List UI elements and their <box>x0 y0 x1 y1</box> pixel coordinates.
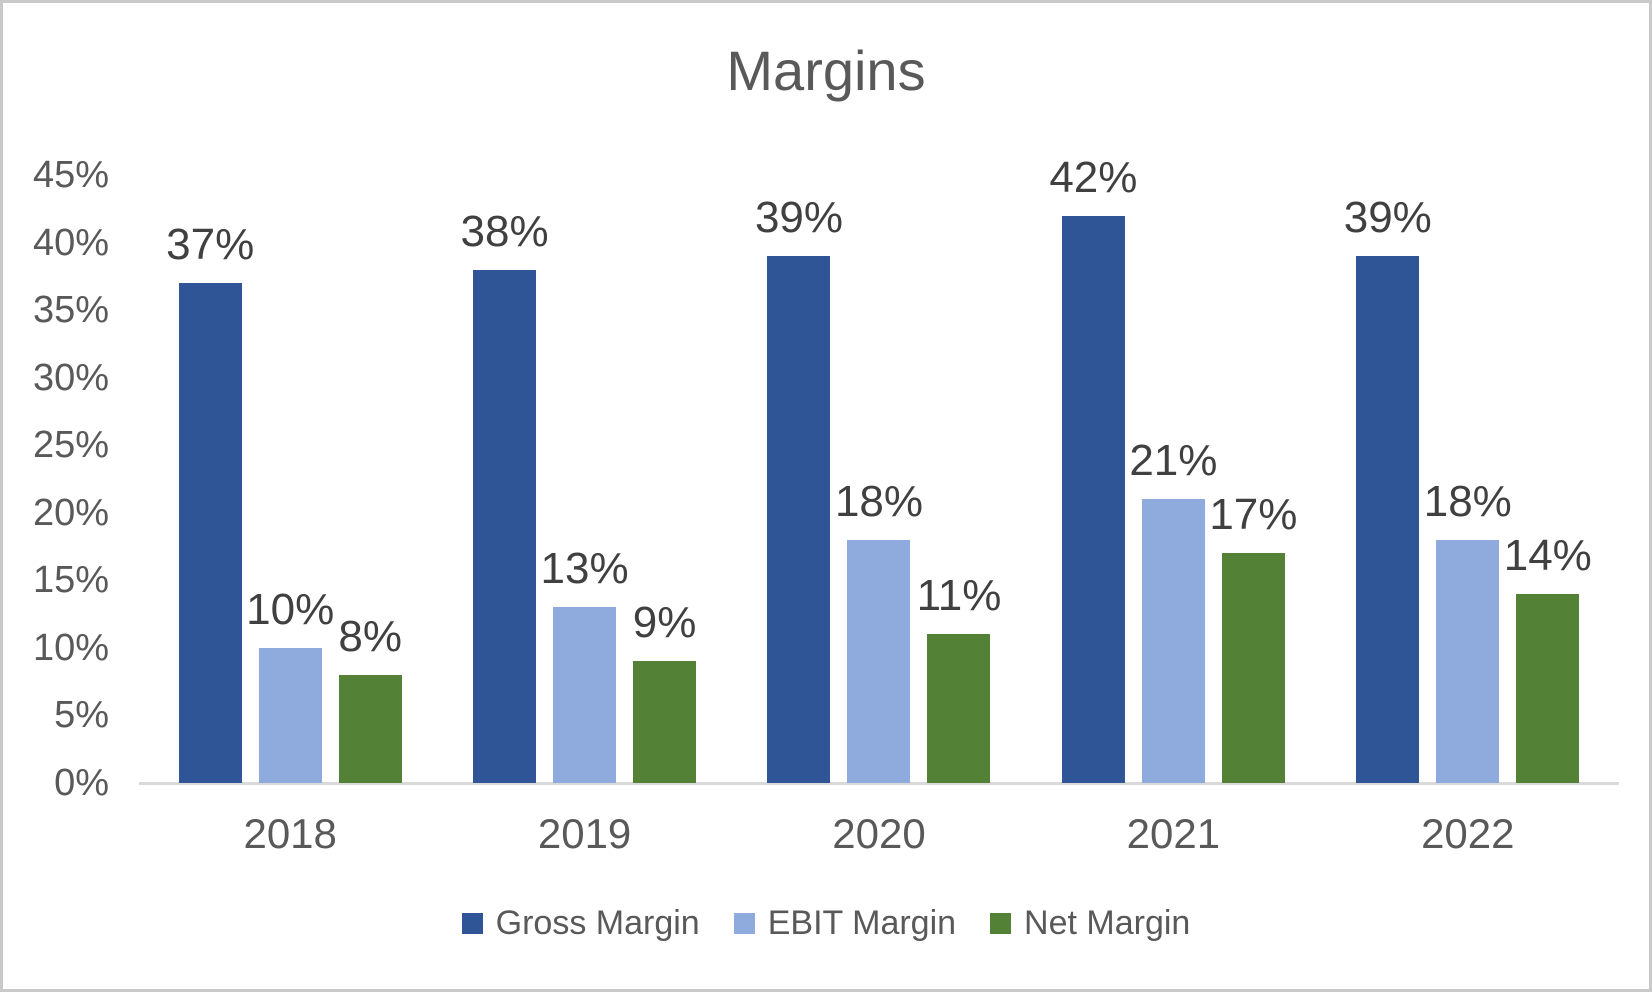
bar-value-label-gross-margin-2022: 39% <box>1343 193 1432 243</box>
y-axis-tick-label-5-: 5% <box>54 694 109 737</box>
bar-gross-margin-2019: 38% <box>461 209 549 783</box>
bar-net-margin-2018: 8% <box>338 614 402 783</box>
bar-ebit-margin-2019: 13% <box>541 547 629 783</box>
plot-area: 37% 10% 8% 38% 13% 9% 39% 18% 11% 42% 21% 17% 39% 18%… <box>139 155 1619 785</box>
legend-label-ebit-margin: EBIT Margin <box>767 904 957 942</box>
bar-value-label-net-margin-2019: 9% <box>632 598 697 648</box>
x-axis-category-label-2021: 2021 <box>1126 810 1221 857</box>
bar-net-margin-2020: 11% <box>917 574 1001 783</box>
bar-ebit-margin-2018: 10% <box>246 587 334 783</box>
bar-net-margin-2022: 14% <box>1504 533 1592 783</box>
chart-title: Margins <box>726 39 926 102</box>
legend-item-gross-margin: Gross Margin <box>461 903 700 944</box>
bar-net-margin-2019: 9% <box>633 601 696 783</box>
legend-label-net-margin: Net Margin <box>1024 904 1191 942</box>
bar-value-label-ebit-margin-2020: 18% <box>834 476 924 526</box>
bar-group-2021: 42% 21% 17% <box>1026 155 1320 783</box>
y-axis-tick-label-10-: 10% <box>32 626 109 669</box>
bar-ebit-margin-2020: 18% <box>835 479 923 783</box>
bar-value-label-ebit-margin-2018: 10% <box>246 584 335 634</box>
y-axis-tick-label-35-: 35% <box>32 289 109 332</box>
bar-value-label-net-margin-2021: 17% <box>1209 490 1298 540</box>
bar-value-label-net-margin-2020: 11% <box>916 571 1002 621</box>
bar-group-2019: 38% 13% 9% <box>437 175 731 783</box>
bar-value-label-ebit-margin-2022: 18% <box>1423 476 1512 526</box>
bar-gross-margin-2020: 39% <box>755 196 843 783</box>
bar-ebit-margin-2021: 21% <box>1129 439 1217 783</box>
legend-item-net-margin: Net Margin <box>990 903 1190 944</box>
bar-value-label-gross-margin-2019: 38% <box>460 206 549 256</box>
bar-group-2022: 39% 18% 14% <box>1321 175 1615 783</box>
legend-marker-icon-ebit-margin <box>733 912 755 934</box>
bar-gross-margin-2021: 42% <box>1049 155 1137 783</box>
y-axis-tick-label-30-: 30% <box>32 356 109 399</box>
bar-net-margin-2021: 17% <box>1209 493 1297 783</box>
bar-value-label-gross-margin-2020: 39% <box>754 193 844 243</box>
legend: Gross Margin EBIT Margin Net Margin <box>3 903 1649 944</box>
bar-gross-margin-2018: 37% <box>166 223 254 783</box>
legend-marker-icon-net-margin <box>990 912 1012 934</box>
bar-ebit-margin-2022: 18% <box>1424 479 1512 783</box>
bar-group-2020: 39% 18% 11% <box>732 175 1026 783</box>
bar-group-2018: 37% 10% 8% <box>143 175 437 783</box>
bar-value-label-gross-margin-2018: 37% <box>166 220 255 270</box>
x-axis-category-label-2018: 2018 <box>243 810 337 857</box>
legend-label-gross-margin: Gross Margin <box>495 904 700 942</box>
x-axis-baseline <box>139 782 1619 785</box>
y-axis-tick-label-15-: 15% <box>32 559 109 602</box>
x-axis-category-label-2019: 2019 <box>537 810 632 857</box>
bar-gross-margin-2022: 39% <box>1344 196 1432 783</box>
bar-value-label-ebit-margin-2021: 21% <box>1129 436 1218 486</box>
legend-item-ebit-margin: EBIT Margin <box>733 903 957 944</box>
y-axis-tick-label-45-: 45% <box>32 154 109 196</box>
bar-value-label-ebit-margin-2019: 13% <box>540 544 629 594</box>
legend-marker-icon-gross-margin <box>461 912 483 934</box>
x-axis-category-label-2022: 2022 <box>1421 810 1515 857</box>
x-axis-category-label-2020: 2020 <box>832 810 926 857</box>
bar-value-label-gross-margin-2021: 42% <box>1049 152 1138 202</box>
y-axis-tick-label-0-: 0% <box>54 762 109 804</box>
bar-value-label-net-margin-2018: 8% <box>338 611 402 661</box>
bar-value-label-net-margin-2022: 14% <box>1503 530 1592 580</box>
y-axis-tick-label-25-: 25% <box>32 424 109 467</box>
y-axis-tick-label-20-: 20% <box>32 491 109 534</box>
y-axis-tick-label-40-: 40% <box>32 221 109 264</box>
